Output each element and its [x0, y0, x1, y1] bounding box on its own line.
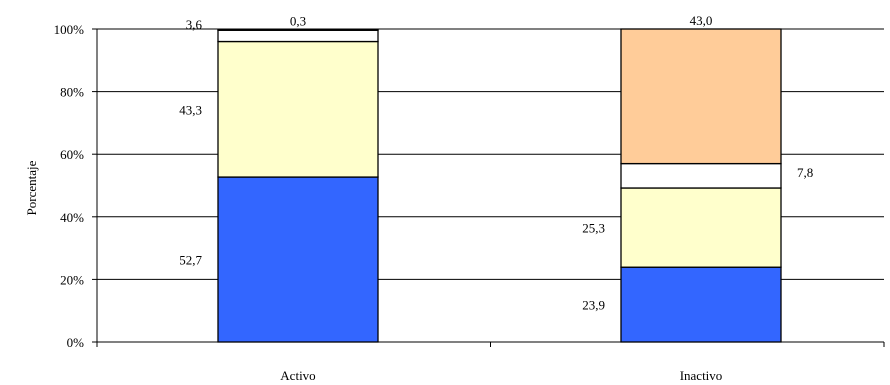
- y-tick-label: 20%: [60, 272, 84, 287]
- data-label: 52,7: [179, 253, 202, 268]
- bars: [217, 28, 782, 343]
- y-tick-label: 40%: [60, 210, 84, 225]
- bar-segment: [620, 187, 782, 268]
- y-tick-label: 0%: [67, 335, 85, 350]
- data-label: 3,6: [186, 17, 203, 32]
- data-label: 43,0: [690, 13, 713, 28]
- bar-segment: [217, 29, 379, 43]
- bar-segment: [620, 28, 782, 165]
- y-axis-title: Porcentaje: [24, 160, 39, 215]
- data-label: 25,3: [582, 221, 605, 236]
- y-tick-labels: 0% 20% 40% 60% 80% 100%: [54, 22, 885, 350]
- data-label: 0,3: [290, 13, 306, 28]
- x-category-labels: Activo Inactivo: [280, 368, 722, 383]
- y-tick-label: 80%: [60, 85, 84, 100]
- bar-segment: [217, 40, 379, 178]
- x-category-label: Inactivo: [680, 368, 723, 383]
- data-labels: 52,7 43,3 3,6 0,3 23,9 25,3 7,8 43,0: [179, 13, 813, 313]
- y-tick-label: 60%: [60, 147, 84, 162]
- data-label: 43,3: [179, 102, 202, 117]
- y-tick-label: 100%: [54, 22, 85, 37]
- data-label: 23,9: [582, 298, 605, 313]
- bar-segment: [620, 162, 782, 189]
- x-category-label: Activo: [280, 368, 315, 383]
- bar-segment: [217, 28, 379, 31]
- data-label: 7,8: [797, 165, 813, 180]
- bar-segment: [217, 176, 379, 343]
- bar-segment: [620, 266, 782, 343]
